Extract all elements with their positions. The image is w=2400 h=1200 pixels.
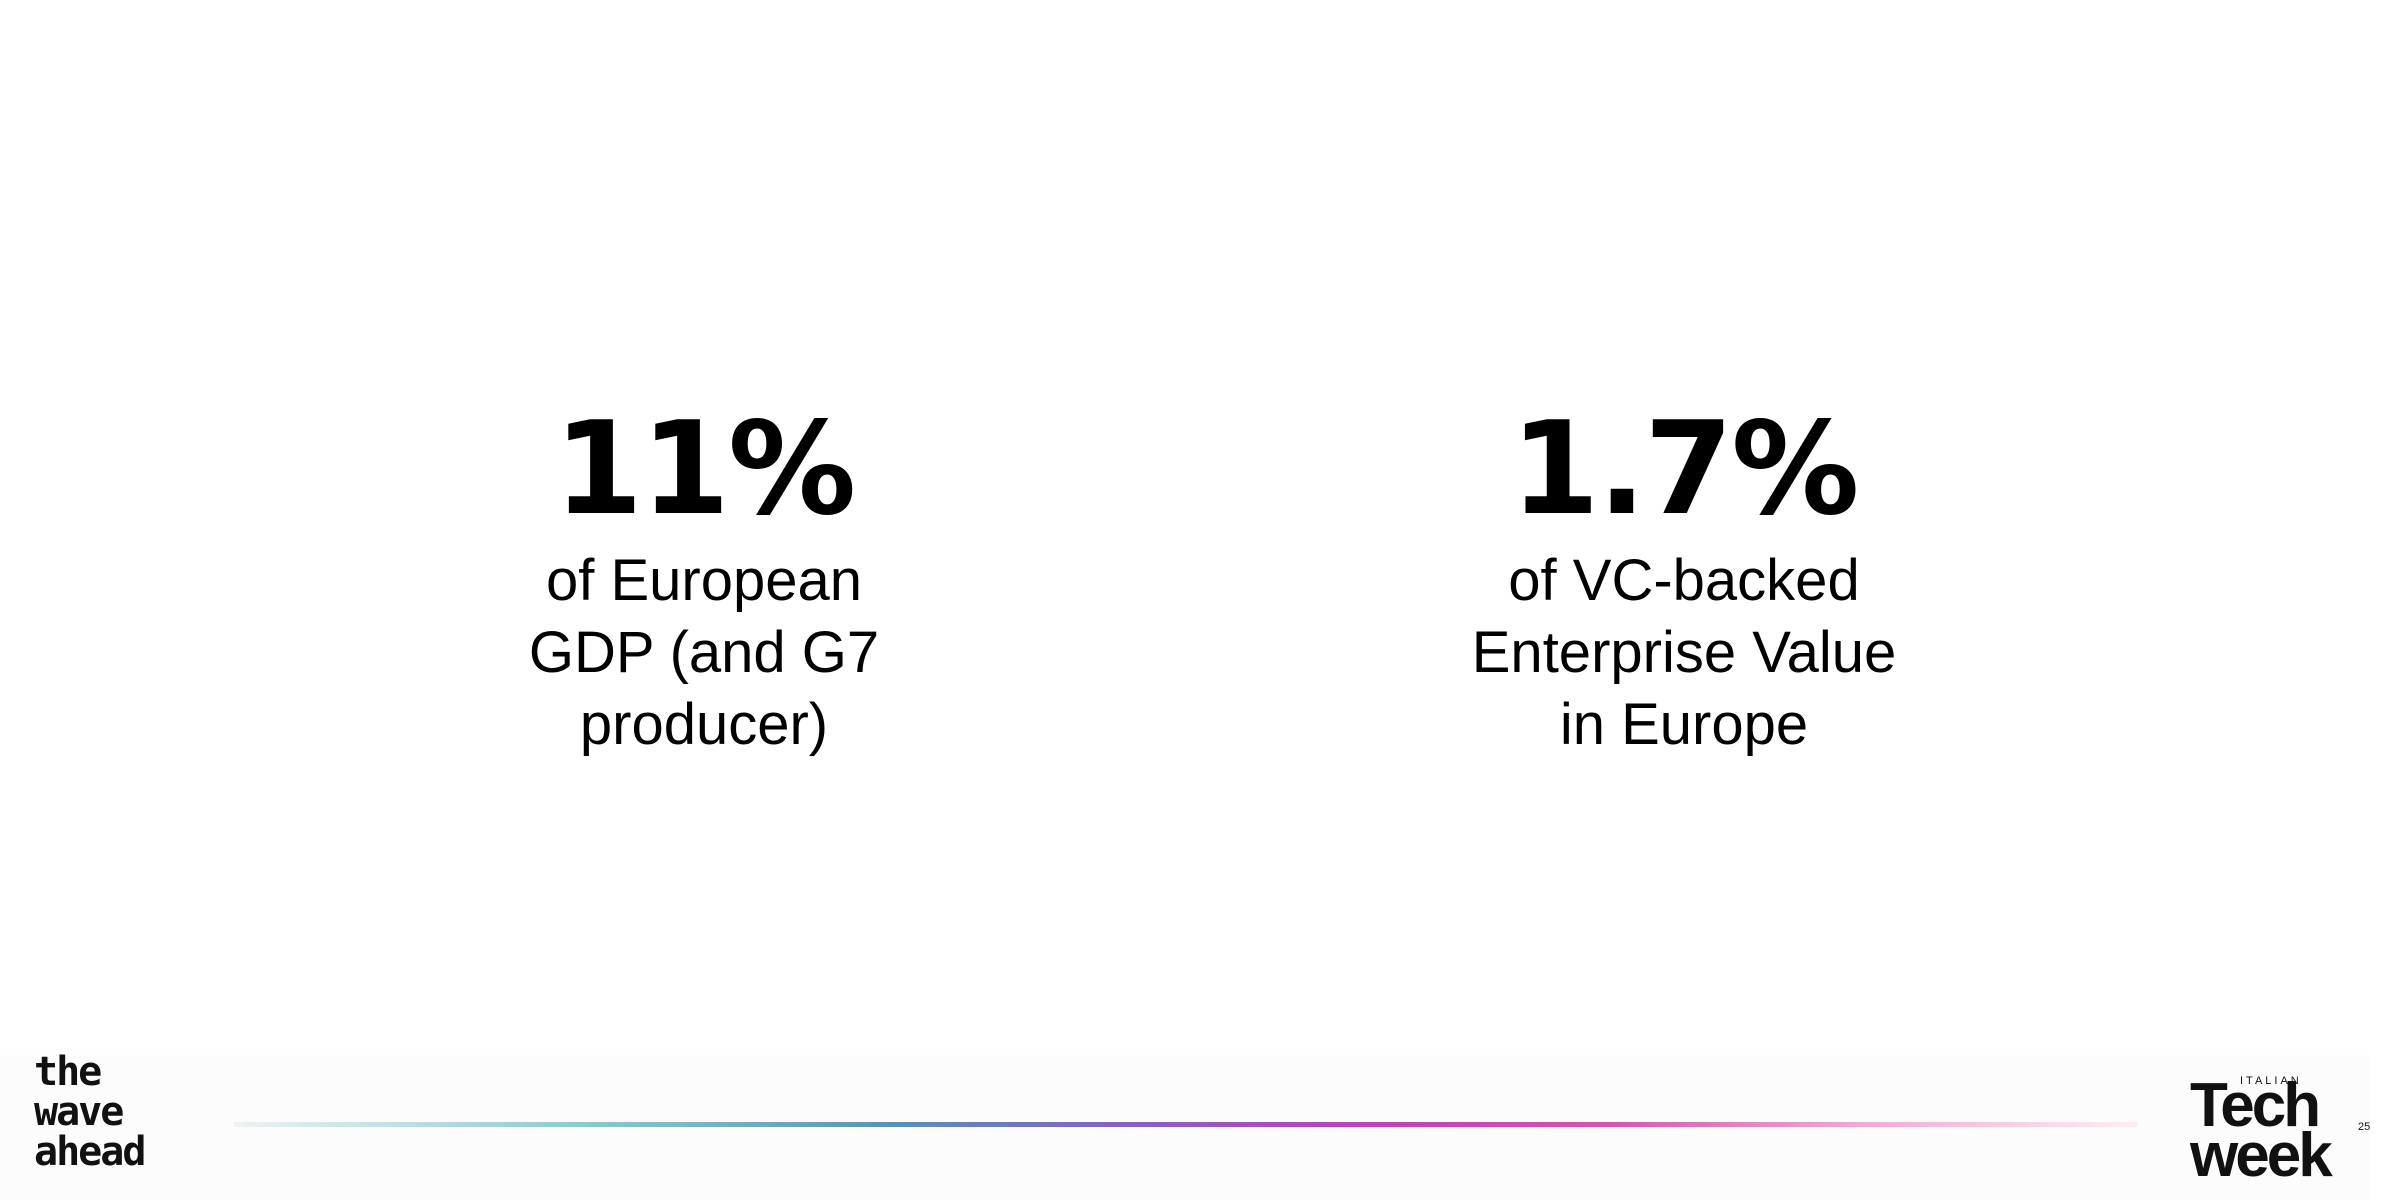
logo-word: the — [34, 1049, 102, 1095]
stat-label-line: of VC-backed — [1508, 548, 1860, 613]
logo-word: week — [2190, 1121, 2333, 1190]
stat: 11% of European GDP (and G7 producer) — [424, 395, 984, 761]
logo-small: ITALIAN — [2240, 1075, 2302, 1087]
left-logo: the wave ahead — [34, 1049, 146, 1175]
stat-label-line: producer) — [579, 692, 829, 757]
footer — [0, 1055, 2370, 1200]
stat-value: 1.7% — [1510, 395, 1860, 544]
logo-lines: Tech week — [2190, 1071, 2333, 1190]
logo-number: 25 — [2358, 1121, 2371, 1133]
stat-label-line: of European — [545, 548, 863, 613]
stat-label-line: Enterprise Value — [1471, 620, 1897, 685]
stat-label-line: in Europe — [1559, 692, 1809, 757]
stat: 1.7% of VC-backed Enterprise Value in Europ… — [1404, 395, 1964, 761]
gradient-rule — [234, 1122, 2138, 1127]
logo-word: ahead — [34, 1129, 146, 1175]
logo-word: Tech — [2190, 1071, 2321, 1140]
logo-word: wave — [34, 1089, 124, 1135]
stat-label-line: GDP (and G7 — [528, 620, 880, 685]
stat-value: 11% — [553, 395, 856, 544]
